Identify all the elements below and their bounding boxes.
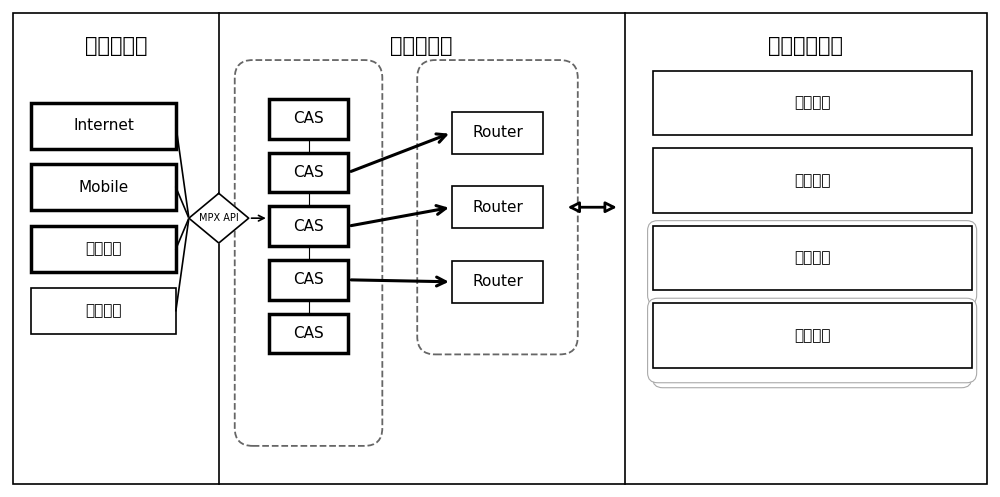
FancyBboxPatch shape	[648, 298, 977, 383]
Text: MPX API: MPX API	[199, 213, 239, 223]
Text: Router: Router	[472, 125, 523, 140]
Bar	[452, 112, 543, 154]
FancyBboxPatch shape	[235, 60, 382, 446]
Bar	[653, 148, 972, 213]
Text: 接入路由层: 接入路由层	[390, 36, 453, 56]
Bar	[653, 71, 972, 135]
Text: Internet: Internet	[73, 118, 134, 133]
Text: Mobile: Mobile	[78, 180, 129, 195]
Bar	[269, 314, 348, 353]
Bar	[452, 261, 543, 303]
Text: 乐透系统: 乐透系统	[794, 95, 830, 110]
Text: 新投注渠道: 新投注渠道	[85, 36, 147, 56]
Text: Router: Router	[472, 274, 523, 289]
Text: 竞彩系统: 竞彩系统	[794, 250, 830, 265]
FancyBboxPatch shape	[417, 60, 578, 354]
FancyBboxPatch shape	[653, 303, 972, 388]
Text: Router: Router	[472, 200, 523, 215]
Text: 即开系统: 即开系统	[794, 328, 830, 343]
Text: CAS: CAS	[293, 219, 324, 234]
Text: 高频系统: 高频系统	[794, 173, 830, 188]
FancyBboxPatch shape	[648, 221, 977, 305]
Bar	[31, 226, 176, 272]
Text: 数字电视: 数字电视	[85, 242, 122, 256]
Bar	[269, 153, 348, 192]
Text: CAS: CAS	[293, 111, 324, 126]
Bar	[31, 288, 176, 333]
Polygon shape	[189, 193, 249, 243]
Bar	[269, 99, 348, 139]
Bar	[653, 226, 972, 290]
Bar	[269, 206, 348, 246]
Bar	[452, 186, 543, 228]
Text: CAS: CAS	[293, 272, 324, 287]
Bar	[269, 260, 348, 300]
FancyBboxPatch shape	[653, 226, 972, 310]
Text: CAS: CAS	[293, 326, 324, 341]
Bar	[653, 303, 972, 368]
Bar	[31, 165, 176, 210]
Text: 呼叫中心: 呼叫中心	[85, 303, 122, 318]
Text: CAS: CAS	[293, 165, 324, 180]
Bar	[31, 103, 176, 149]
Text: 游戏交易系统: 游戏交易系统	[768, 36, 843, 56]
